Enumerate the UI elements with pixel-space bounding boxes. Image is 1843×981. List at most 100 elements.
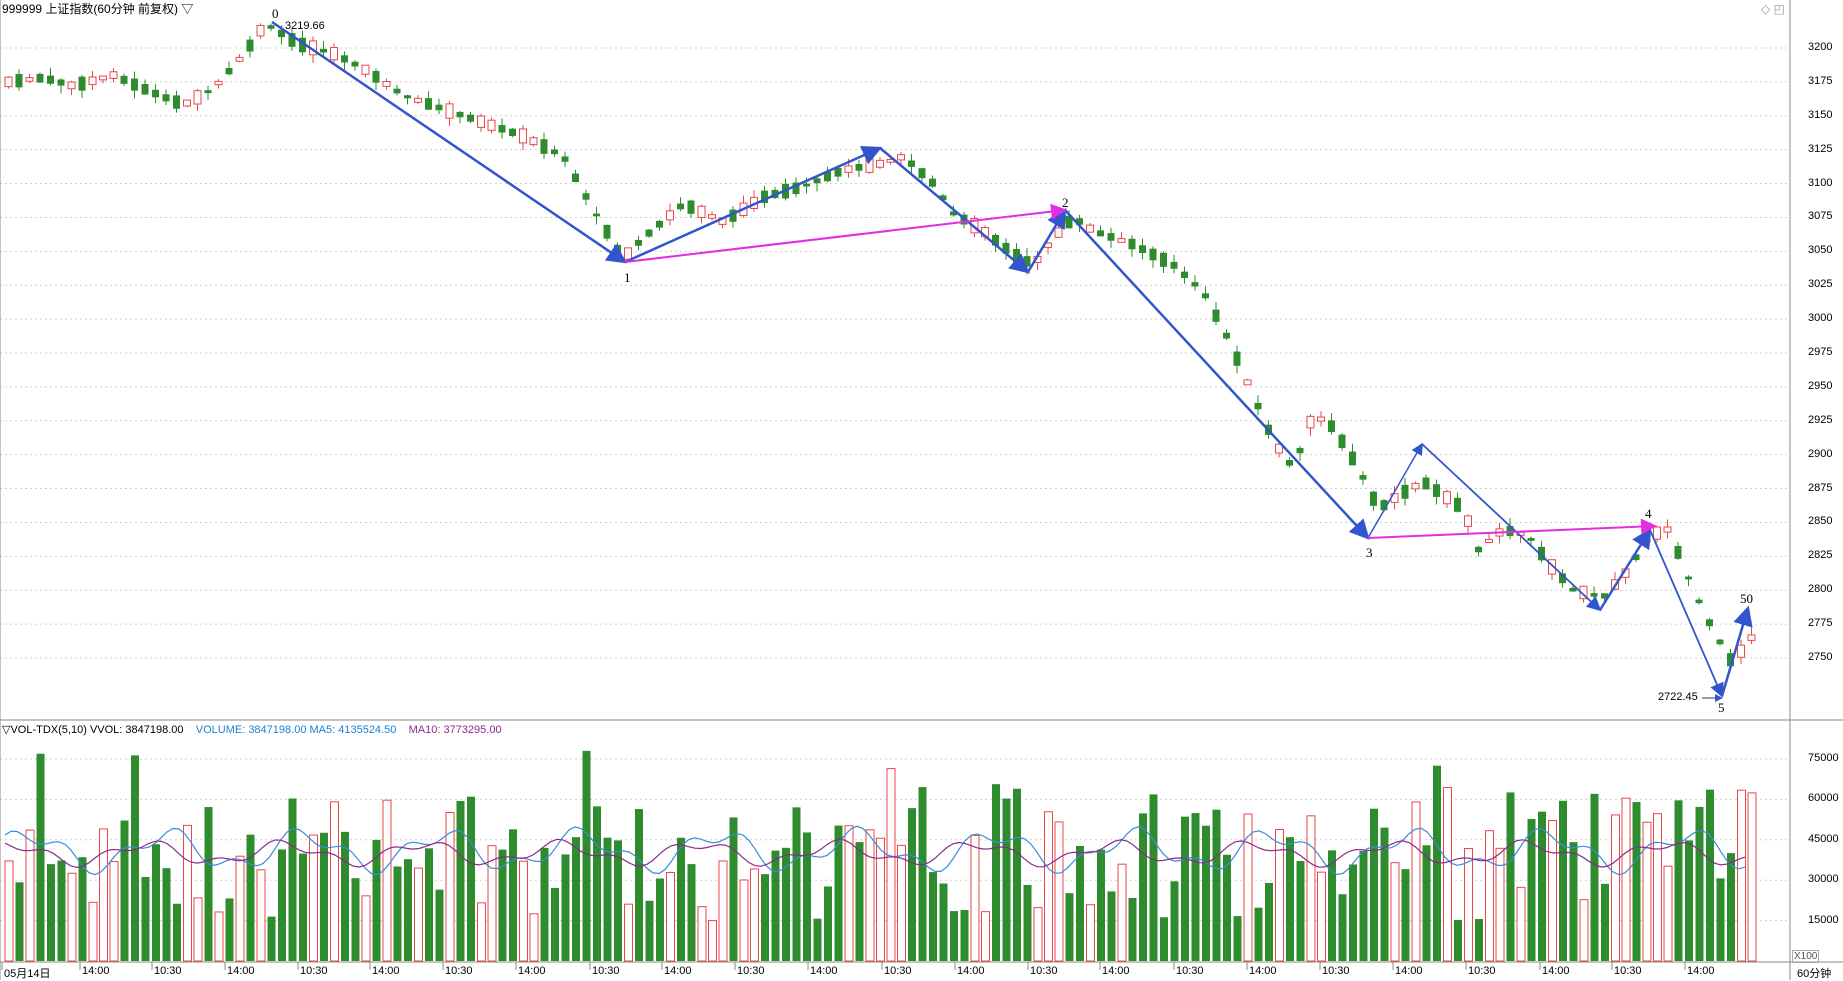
wave-label: 50 [1740, 591, 1753, 606]
candle [1454, 492, 1461, 513]
candle [152, 84, 159, 104]
candle [414, 95, 422, 105]
time-axis-label: 14:00 [1542, 965, 1570, 977]
volume-bar [1149, 794, 1158, 961]
candle [320, 40, 327, 58]
volume-bar [15, 882, 24, 961]
time-axis-label: 14:00 [227, 965, 255, 977]
volume-bar [1506, 792, 1515, 961]
candle [1338, 432, 1346, 451]
volume-bar [299, 853, 307, 961]
candle [708, 211, 716, 221]
candle [1117, 231, 1126, 243]
candle [813, 175, 821, 192]
candle [225, 61, 233, 76]
volume-bar [1107, 891, 1116, 961]
volume-bar [267, 916, 276, 961]
price-tick-label: 3175 [1808, 74, 1833, 87]
candle [697, 204, 706, 224]
vol-indicator-name[interactable]: ▽VOL-TDX(5,10) [2, 724, 87, 736]
candle [1685, 575, 1692, 587]
volume-bar [603, 837, 612, 961]
volume-bar [1485, 830, 1494, 962]
candle [1202, 286, 1209, 301]
candle [4, 76, 13, 89]
volume-bar [372, 839, 381, 961]
time-axis-label: 14:00 [664, 965, 692, 977]
volume-bar [162, 868, 171, 961]
candle [1590, 586, 1598, 599]
volume-bar [897, 844, 906, 962]
diamond-icon[interactable]: ◇ [1761, 2, 1771, 16]
wave-line [624, 146, 883, 264]
time-axis-label: 14:00 [82, 965, 110, 977]
candle [739, 195, 748, 218]
volume-bar [1117, 863, 1127, 962]
volume-bar [1548, 820, 1557, 962]
volume-bar [1601, 883, 1609, 961]
candle [1170, 254, 1178, 274]
volume-bar [1716, 878, 1725, 961]
window-icons[interactable]: ◇ ◰ [1761, 2, 1785, 16]
volume-bar [1747, 792, 1757, 962]
chart-title[interactable]: 999999 上证指数(60分钟 前复权) ▽ [2, 2, 194, 16]
candle [834, 167, 842, 182]
time-axis-label: 10:30 [1322, 965, 1350, 977]
volume-bar [477, 902, 486, 962]
volume-value: VOLUME: 3847198.00 [195, 724, 307, 736]
wave-label: 0 [272, 6, 279, 21]
candle [1149, 246, 1157, 268]
time-axis-label: 10:30 [884, 965, 912, 977]
volume-bar [1128, 898, 1137, 961]
candle [393, 84, 401, 96]
volume-bar [1443, 787, 1452, 962]
volume-bar [771, 850, 780, 961]
volume-bar [865, 829, 875, 962]
volume-bar [246, 834, 255, 961]
candle [204, 85, 212, 100]
candle [593, 206, 600, 225]
volume-tick-label: 15000 [1808, 913, 1839, 926]
price-tick-label: 2925 [1808, 413, 1833, 426]
candle [1370, 490, 1377, 511]
candle [1086, 222, 1094, 234]
volume-bar [677, 837, 685, 961]
volume-bar [950, 911, 958, 961]
volume-bar [1065, 893, 1074, 961]
candle [1433, 479, 1440, 505]
candle [498, 118, 506, 139]
volume-bar [1527, 818, 1536, 961]
volume-bar [404, 859, 412, 961]
candle [1674, 541, 1682, 560]
volume-tick-label: 45000 [1808, 832, 1839, 845]
candle [351, 60, 359, 71]
candle [141, 79, 149, 95]
volume-bar [1296, 861, 1305, 961]
volume-bar [351, 878, 360, 961]
candle [635, 235, 642, 251]
price-tick-label: 3150 [1808, 108, 1833, 121]
volume-bar [67, 872, 77, 962]
wave-label: 5 [1718, 700, 1725, 715]
volume-bar [697, 906, 707, 962]
high-price-label: 3219.66 [285, 20, 325, 32]
price-tick-label: 2875 [1808, 481, 1833, 494]
volume-bar [1464, 848, 1473, 962]
volume-bar [109, 861, 119, 962]
candle [99, 75, 107, 84]
price-tick-label: 3125 [1808, 142, 1833, 155]
candle [15, 69, 23, 91]
volume-bar [25, 829, 35, 962]
volume-bar [1727, 853, 1735, 961]
volume-bar [761, 874, 769, 961]
volume-bar [572, 837, 580, 961]
volume-bar [1411, 801, 1421, 962]
candle [1706, 618, 1713, 631]
restore-icon[interactable]: ◰ [1773, 2, 1785, 16]
candle [88, 70, 97, 90]
candle [582, 189, 590, 206]
volume-bar [1338, 894, 1347, 961]
candle [288, 27, 296, 51]
volume-bar [193, 897, 203, 962]
